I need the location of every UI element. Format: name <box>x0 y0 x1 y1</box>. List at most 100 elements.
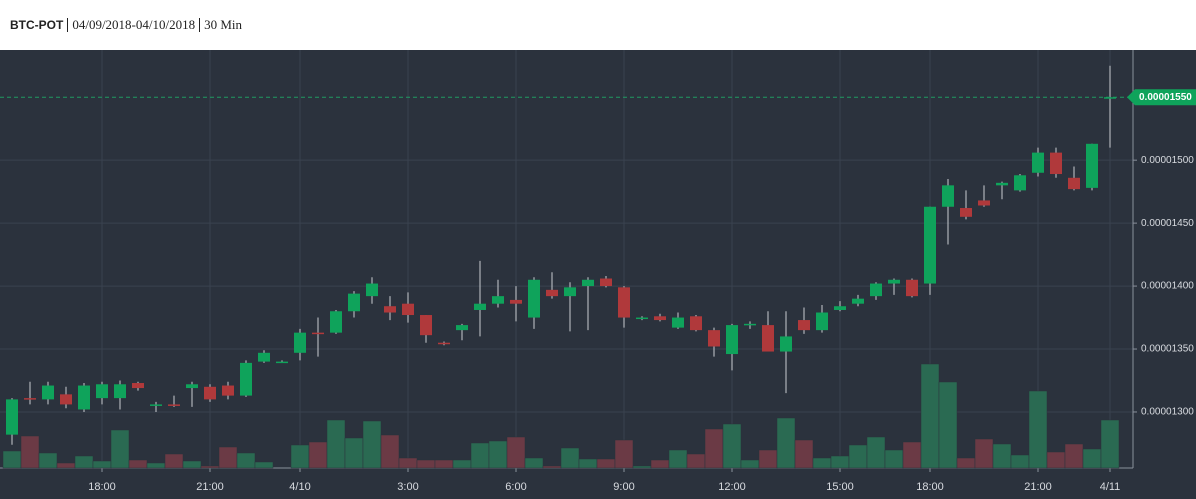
volume-bar <box>452 459 472 469</box>
header: BTC-POT 04/09/2018-04/10/2018 30 Min <box>0 0 1196 50</box>
candle-body <box>276 361 288 364</box>
volume-bar <box>254 461 274 469</box>
candle-body <box>114 384 126 399</box>
candle-body <box>132 383 144 389</box>
volume-bar <box>1046 451 1066 469</box>
volume-bar <box>146 462 166 469</box>
candle-body <box>456 325 468 331</box>
volume-bar <box>416 459 436 469</box>
interval: 30 Min <box>204 17 243 32</box>
x-tick-label: 6:00 <box>505 481 526 493</box>
volume-bar <box>110 429 130 469</box>
candle-body <box>186 384 198 389</box>
x-tick-label: 12:00 <box>718 481 746 493</box>
y-tick-label: 0.00001350 <box>1141 344 1194 355</box>
candle-body <box>1032 152 1044 173</box>
y-tick-label: 0.00001500 <box>1141 155 1194 166</box>
candle-body <box>816 312 828 331</box>
volume-bar <box>578 458 598 469</box>
candle-body <box>834 306 846 310</box>
y-tick-label: 0.00001450 <box>1141 218 1194 229</box>
x-tick-label: 18:00 <box>88 481 116 493</box>
candle-body <box>78 385 90 410</box>
candle-body <box>312 332 324 335</box>
volume-bar <box>758 449 778 469</box>
candle-body <box>672 317 684 328</box>
candle-body <box>330 311 342 333</box>
volume-bar <box>200 465 220 469</box>
volume-bar <box>164 453 184 469</box>
volume-bar <box>542 465 562 469</box>
volume-bar <box>344 437 364 469</box>
candle-body <box>1068 177 1080 190</box>
volume-bar <box>704 428 724 469</box>
candle-body <box>222 385 234 396</box>
x-tick-label: 4/11 <box>1100 481 1121 493</box>
candle-body <box>960 208 972 217</box>
volume-bar <box>236 452 256 469</box>
volume-bar <box>128 459 148 469</box>
candle-body <box>150 404 162 406</box>
candle-body <box>510 299 522 304</box>
candle-body <box>1104 97 1116 99</box>
x-tick-label: 9:00 <box>613 481 634 493</box>
volume-bar <box>938 381 958 469</box>
volume-bar <box>506 436 526 469</box>
y-tick-label: 0.00001300 <box>1141 407 1194 418</box>
volume-bar <box>218 446 238 469</box>
date-range: 04/09/2018-04/10/2018 <box>72 17 196 32</box>
y-tick-label: 0.00001400 <box>1141 281 1194 292</box>
candle-body <box>798 320 810 331</box>
volume-bar <box>2 450 22 469</box>
volume-bar <box>740 459 760 469</box>
candle-body <box>6 399 18 435</box>
candle-body <box>888 279 900 284</box>
volume-bar <box>668 449 688 469</box>
x-tick-label: 18:00 <box>916 481 944 493</box>
candle-body <box>618 287 630 318</box>
volume-bar <box>398 457 418 469</box>
volume-bar <box>956 457 976 469</box>
volume-bar <box>308 441 328 469</box>
candle-body <box>636 317 648 320</box>
volume-bar <box>614 439 634 469</box>
x-tick-label: 3:00 <box>397 481 418 493</box>
last-price-label: 0.00001550 <box>1139 92 1192 103</box>
candle-body <box>60 394 72 405</box>
candle-body <box>546 289 558 297</box>
volume-bar <box>992 443 1012 469</box>
volume-bar <box>362 420 382 469</box>
volume-bar <box>866 436 886 469</box>
volume-bar <box>686 453 706 469</box>
volume-bar <box>1028 390 1048 469</box>
candle-body <box>294 332 306 353</box>
volume-bar <box>290 444 310 469</box>
candle-body <box>474 303 486 310</box>
volume-bar <box>380 434 400 469</box>
volume-bar <box>524 457 544 469</box>
volume-bar <box>38 452 58 469</box>
candle-body <box>978 200 990 206</box>
volume-bar <box>596 458 616 469</box>
candle-body <box>852 298 864 304</box>
volume-bar <box>326 419 346 469</box>
volume-bar <box>92 460 112 469</box>
candle-body <box>870 283 882 297</box>
candle-body <box>240 362 252 396</box>
chart-background <box>0 50 1196 499</box>
candle-body <box>258 352 270 362</box>
separator <box>199 18 201 32</box>
volume-bar <box>902 441 922 469</box>
x-tick-label: 21:00 <box>196 481 224 493</box>
volume-bar <box>812 457 832 469</box>
candle-body <box>492 296 504 304</box>
candle-body <box>420 315 432 336</box>
volume-bar <box>470 442 490 469</box>
volume-bar <box>1082 448 1102 469</box>
candle-body <box>564 287 576 297</box>
candle-body <box>762 325 774 352</box>
x-tick-label: 4/10 <box>289 481 310 493</box>
candle-body <box>708 330 720 347</box>
separator <box>67 18 69 32</box>
candle-body <box>438 342 450 345</box>
